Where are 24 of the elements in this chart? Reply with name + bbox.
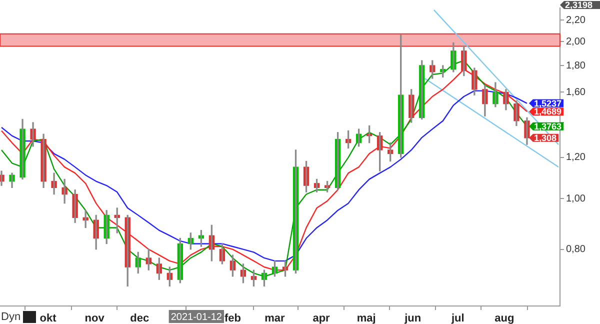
x-tick-label: dec [130,312,150,324]
x-tick-label: nov [84,312,106,324]
x-tick-label: jun [404,312,422,324]
text: 2,3198 [565,0,593,10]
data-label: 1,3763 [534,121,562,132]
x-tick-label: maj [356,312,376,324]
x-tick-label: jul [450,312,464,324]
y-tick-label: 0,80 [566,244,586,256]
y-tick-label: 1,80 [566,60,586,72]
x-tick-label: aug [494,312,514,324]
data-label: 1,4689 [534,106,562,117]
y-tick-label: 2,20 [566,14,586,26]
y-tick-label: 1,20 [566,152,586,164]
x-tick-label: mar [264,312,286,324]
y-tick-label: 1,60 [566,86,586,98]
text: 2021-01-12 [170,312,222,323]
text: 1,308 [534,132,556,143]
y-tick-label: 2,00 [566,36,586,48]
x-tick-label: apr [312,312,331,324]
x-tick-label: okt [40,312,57,324]
x-tick-label: feb [224,312,242,324]
y-tick-label: 1,00 [566,193,586,204]
text: Dyn [1,311,21,324]
data-label: 1,5237 [534,98,562,108]
